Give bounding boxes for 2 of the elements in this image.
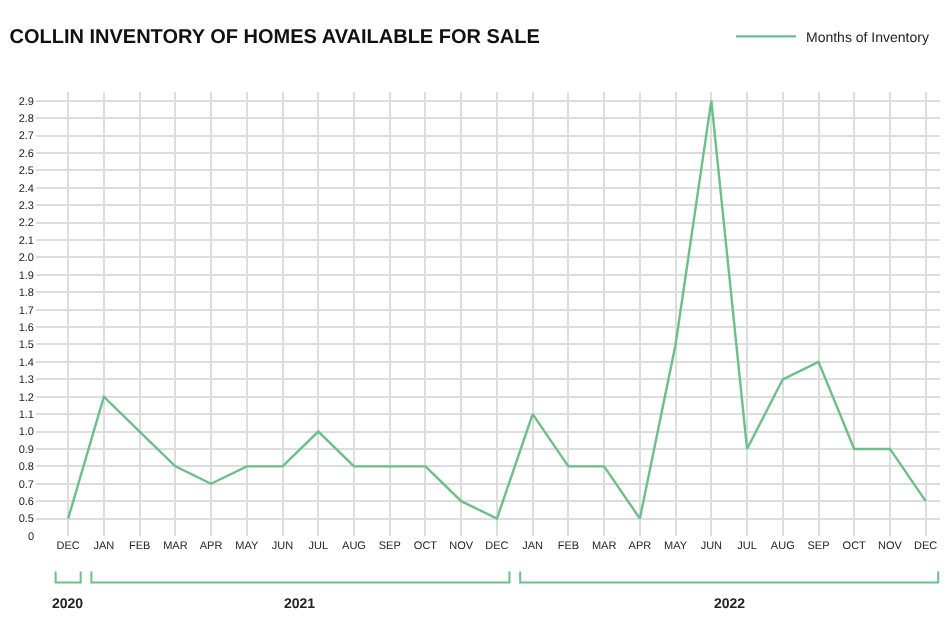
chart-title: COLLIN INVENTORY OF HOMES AVAILABLE FOR SALE	[9, 26, 541, 49]
line-series	[66, 99, 927, 520]
